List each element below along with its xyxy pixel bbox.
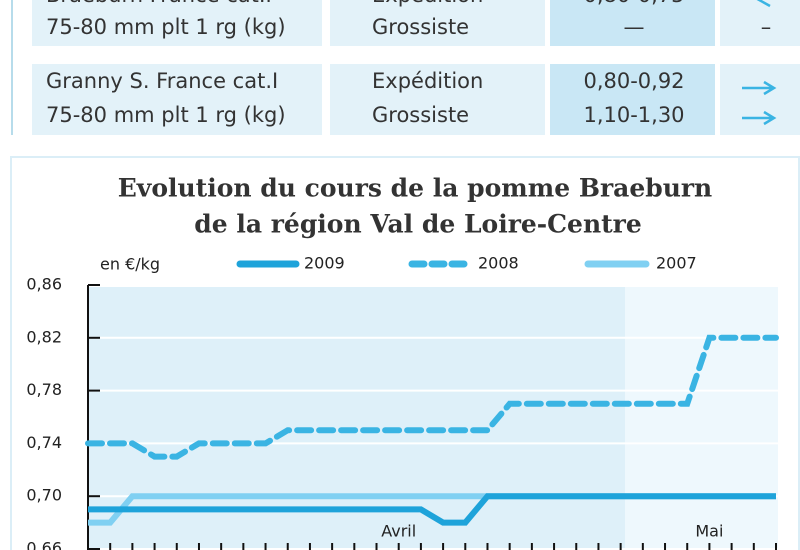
series-line [88,493,776,526]
table: Braeburn France cat.I 75-80 mm plt 1 rg (… [46,0,771,127]
cell [550,0,715,46]
stage: Grossiste [372,103,469,127]
y-tick-label: 0,66 [26,539,62,550]
y-tick-label: 0,86 [26,275,62,294]
price: — [624,15,645,39]
cell [330,64,545,135]
stage: Grossiste [372,15,469,39]
legend-label: 2009 [304,254,345,273]
chart-title: Evolution du cours de la pomme Braeburn [118,174,712,203]
stage: Expédition [372,69,483,93]
product: 75-80 mm plt 1 rg (kg) [46,15,286,39]
price: 0,80-0,92 [583,69,684,93]
legend-label: 2007 [656,254,697,273]
cell [720,64,800,135]
x-tick-label: Avril [381,522,416,541]
product: Granny S. France cat.I [46,69,278,93]
trend-arrows [742,0,777,126]
plot-bg-may [625,287,778,550]
legend-label: 2008 [478,254,519,273]
y-tick-label: 0,78 [26,380,62,399]
x-tick-label: Mai [695,522,723,541]
chart: 0,66 0,70 0,74 0,78 0,82 0,86 Avril Mai 2009 2008… [26,254,779,550]
y-tick-label: 0,82 [26,327,62,346]
series-line [85,334,779,460]
cell [720,0,800,46]
cell [32,64,322,135]
chart-subtitle: de la région Val de Loire-Centre [194,210,642,239]
product: 75-80 mm plt 1 rg (kg) [46,103,286,127]
cell [550,64,715,135]
price: 0,80-0,75 [583,0,684,7]
trend: – [761,15,772,39]
product: Braeburn France cat.I [46,0,272,7]
y-tick-label: 0,70 [26,486,62,505]
y-tick-label: 0,74 [26,433,62,452]
price: 1,10-1,30 [583,103,684,127]
y-axis-label: en €/kg [100,255,160,274]
cell [32,0,322,46]
stage: Expédition [372,0,483,7]
cell [330,0,545,46]
